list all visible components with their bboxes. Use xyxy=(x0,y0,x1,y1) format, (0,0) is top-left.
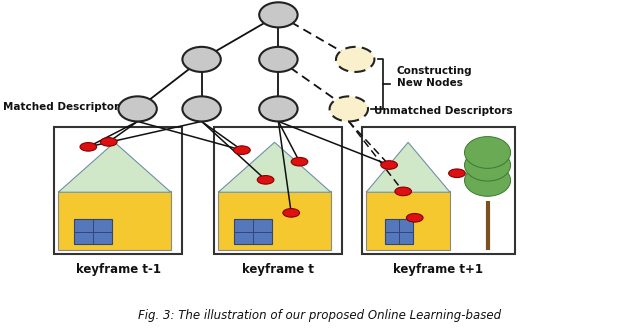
Text: keyframe t+1: keyframe t+1 xyxy=(394,263,483,277)
Ellipse shape xyxy=(182,96,221,121)
Bar xyxy=(54,127,182,254)
Text: keyframe t-1: keyframe t-1 xyxy=(76,263,161,277)
Bar xyxy=(234,219,272,244)
Ellipse shape xyxy=(336,47,374,72)
Text: Unmatched Descriptors: Unmatched Descriptors xyxy=(374,106,513,116)
Circle shape xyxy=(449,169,465,178)
Ellipse shape xyxy=(465,137,511,168)
Ellipse shape xyxy=(259,96,298,121)
Ellipse shape xyxy=(465,149,511,181)
Circle shape xyxy=(291,157,308,166)
Ellipse shape xyxy=(259,47,298,72)
Bar xyxy=(385,219,413,244)
Circle shape xyxy=(406,214,423,222)
Bar xyxy=(218,191,331,250)
Ellipse shape xyxy=(259,2,298,27)
Circle shape xyxy=(257,176,274,184)
Ellipse shape xyxy=(118,96,157,121)
Circle shape xyxy=(100,138,117,146)
Text: Matched Descriptors: Matched Descriptors xyxy=(3,102,125,112)
Polygon shape xyxy=(58,142,171,192)
Text: Constructing: Constructing xyxy=(397,66,472,76)
Circle shape xyxy=(283,209,300,217)
Text: keyframe t: keyframe t xyxy=(243,263,314,277)
Ellipse shape xyxy=(182,47,221,72)
Text: Fig. 3: The illustration of our proposed Online Learning-based: Fig. 3: The illustration of our proposed… xyxy=(138,309,502,322)
Ellipse shape xyxy=(465,165,511,196)
Circle shape xyxy=(381,161,397,169)
Bar xyxy=(214,127,342,254)
Polygon shape xyxy=(218,142,331,192)
Ellipse shape xyxy=(330,96,368,121)
Bar xyxy=(74,219,112,244)
Bar xyxy=(366,191,450,250)
Bar xyxy=(362,127,515,254)
Circle shape xyxy=(80,143,97,151)
Circle shape xyxy=(234,146,250,154)
Circle shape xyxy=(395,187,412,196)
Text: New Nodes: New Nodes xyxy=(397,78,463,87)
Bar xyxy=(58,191,171,250)
Polygon shape xyxy=(366,142,450,192)
